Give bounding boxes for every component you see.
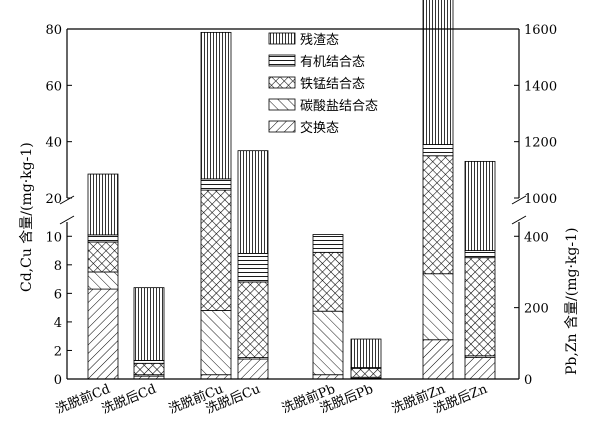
legend-swatch bbox=[268, 120, 296, 133]
bar-segment bbox=[312, 251, 344, 312]
bar-segment bbox=[133, 287, 165, 361]
left-tick-label: 60 bbox=[45, 79, 62, 94]
legend-item: 铁锰结合态 bbox=[268, 76, 365, 92]
right-tick-label: 400 bbox=[524, 230, 549, 245]
axes-layer: 0 2 4 6 8 10 20 40 60 80 0 200 400 1000 1200 1400 1600 bbox=[45, 23, 557, 388]
left-tick-label: 2 bbox=[54, 344, 62, 359]
left-tick-label: 20 bbox=[45, 192, 62, 207]
bar-stack bbox=[133, 287, 165, 380]
bar-segment bbox=[87, 173, 119, 236]
axis-break-mark bbox=[59, 215, 75, 225]
axis-break-gap bbox=[58, 200, 76, 220]
bar-segment bbox=[350, 338, 382, 368]
bar-segment bbox=[87, 234, 119, 243]
right-tick-label: 200 bbox=[524, 302, 549, 317]
axis-break-gap bbox=[510, 200, 528, 220]
bar-segment bbox=[422, 144, 454, 157]
legend-item: 有机结合态 bbox=[268, 54, 365, 70]
left-tick-label: 8 bbox=[54, 259, 62, 274]
bar-segment bbox=[464, 160, 496, 251]
bar-segment bbox=[237, 150, 269, 254]
bar-segment bbox=[237, 358, 269, 380]
right-tick-label: 0 bbox=[524, 373, 532, 388]
bar-segment bbox=[312, 374, 344, 380]
bar-segment bbox=[200, 189, 232, 311]
bar-stack bbox=[237, 150, 269, 380]
bar-segment bbox=[422, 273, 454, 341]
legend-swatch bbox=[268, 98, 296, 111]
right-tick-label: 1200 bbox=[524, 136, 557, 151]
bar-segment bbox=[200, 374, 232, 380]
bar-segment bbox=[464, 257, 496, 357]
legend-label: 碳酸盐结合态 bbox=[300, 99, 378, 114]
bar-segment bbox=[237, 252, 269, 283]
bar-segment bbox=[422, 0, 454, 145]
bar-segment bbox=[133, 360, 165, 364]
legend-item: 残渣态 bbox=[268, 32, 339, 48]
legend-swatch bbox=[268, 76, 296, 89]
bar-segment bbox=[87, 288, 119, 380]
bar-segment bbox=[200, 310, 232, 376]
bar-segment bbox=[87, 271, 119, 290]
left-tick-label: 0 bbox=[54, 373, 62, 388]
left-tick-label: 10 bbox=[45, 230, 62, 245]
left-axis-title: Cd,Cu 含量/(mg·kg-1) bbox=[19, 142, 35, 292]
right-tick-label: 1600 bbox=[524, 23, 557, 38]
bar-segment bbox=[350, 367, 382, 378]
axis-break-mark bbox=[511, 215, 527, 225]
legend-swatch bbox=[268, 54, 296, 67]
legend-label: 交换态 bbox=[300, 120, 339, 136]
bar-segment bbox=[87, 241, 119, 273]
legend-item: 碳酸盐结合态 bbox=[268, 98, 378, 114]
legend-label: 有机结合态 bbox=[300, 55, 365, 70]
bar-segment bbox=[237, 281, 269, 358]
bar-stack bbox=[200, 31, 232, 380]
bar-stack bbox=[87, 173, 119, 380]
bar-stack bbox=[350, 338, 382, 380]
bar-stack bbox=[312, 234, 344, 380]
bar-segment bbox=[200, 31, 232, 180]
legend-label: 铁锰结合态 bbox=[300, 77, 365, 92]
bar-segment bbox=[312, 234, 344, 253]
right-tick-label: 1400 bbox=[524, 79, 557, 94]
bar-segment bbox=[133, 362, 165, 376]
axis-break-mark bbox=[59, 195, 75, 205]
bar-segment bbox=[422, 339, 454, 380]
legend-swatch bbox=[268, 32, 296, 45]
bar-segment bbox=[312, 310, 344, 376]
left-tick-label: 6 bbox=[54, 287, 62, 302]
bar-segment bbox=[200, 178, 232, 191]
right-tick-label: 1000 bbox=[524, 192, 557, 207]
bar-segment bbox=[422, 155, 454, 275]
legend-label: 残渣态 bbox=[300, 33, 339, 48]
left-tick-label: 40 bbox=[45, 136, 62, 151]
legend-item: 交换态 bbox=[268, 120, 339, 136]
bar-stack bbox=[422, 0, 454, 380]
bar-segment bbox=[464, 250, 496, 259]
right-axis-title: Pb,Zn 含量/(mg·kg-1) bbox=[564, 228, 580, 375]
left-tick-label: 4 bbox=[54, 316, 62, 331]
left-tick-label: 80 bbox=[45, 23, 62, 38]
axis-break-mark bbox=[511, 195, 527, 205]
bar-stack bbox=[464, 160, 496, 380]
bar-segment bbox=[464, 357, 496, 380]
